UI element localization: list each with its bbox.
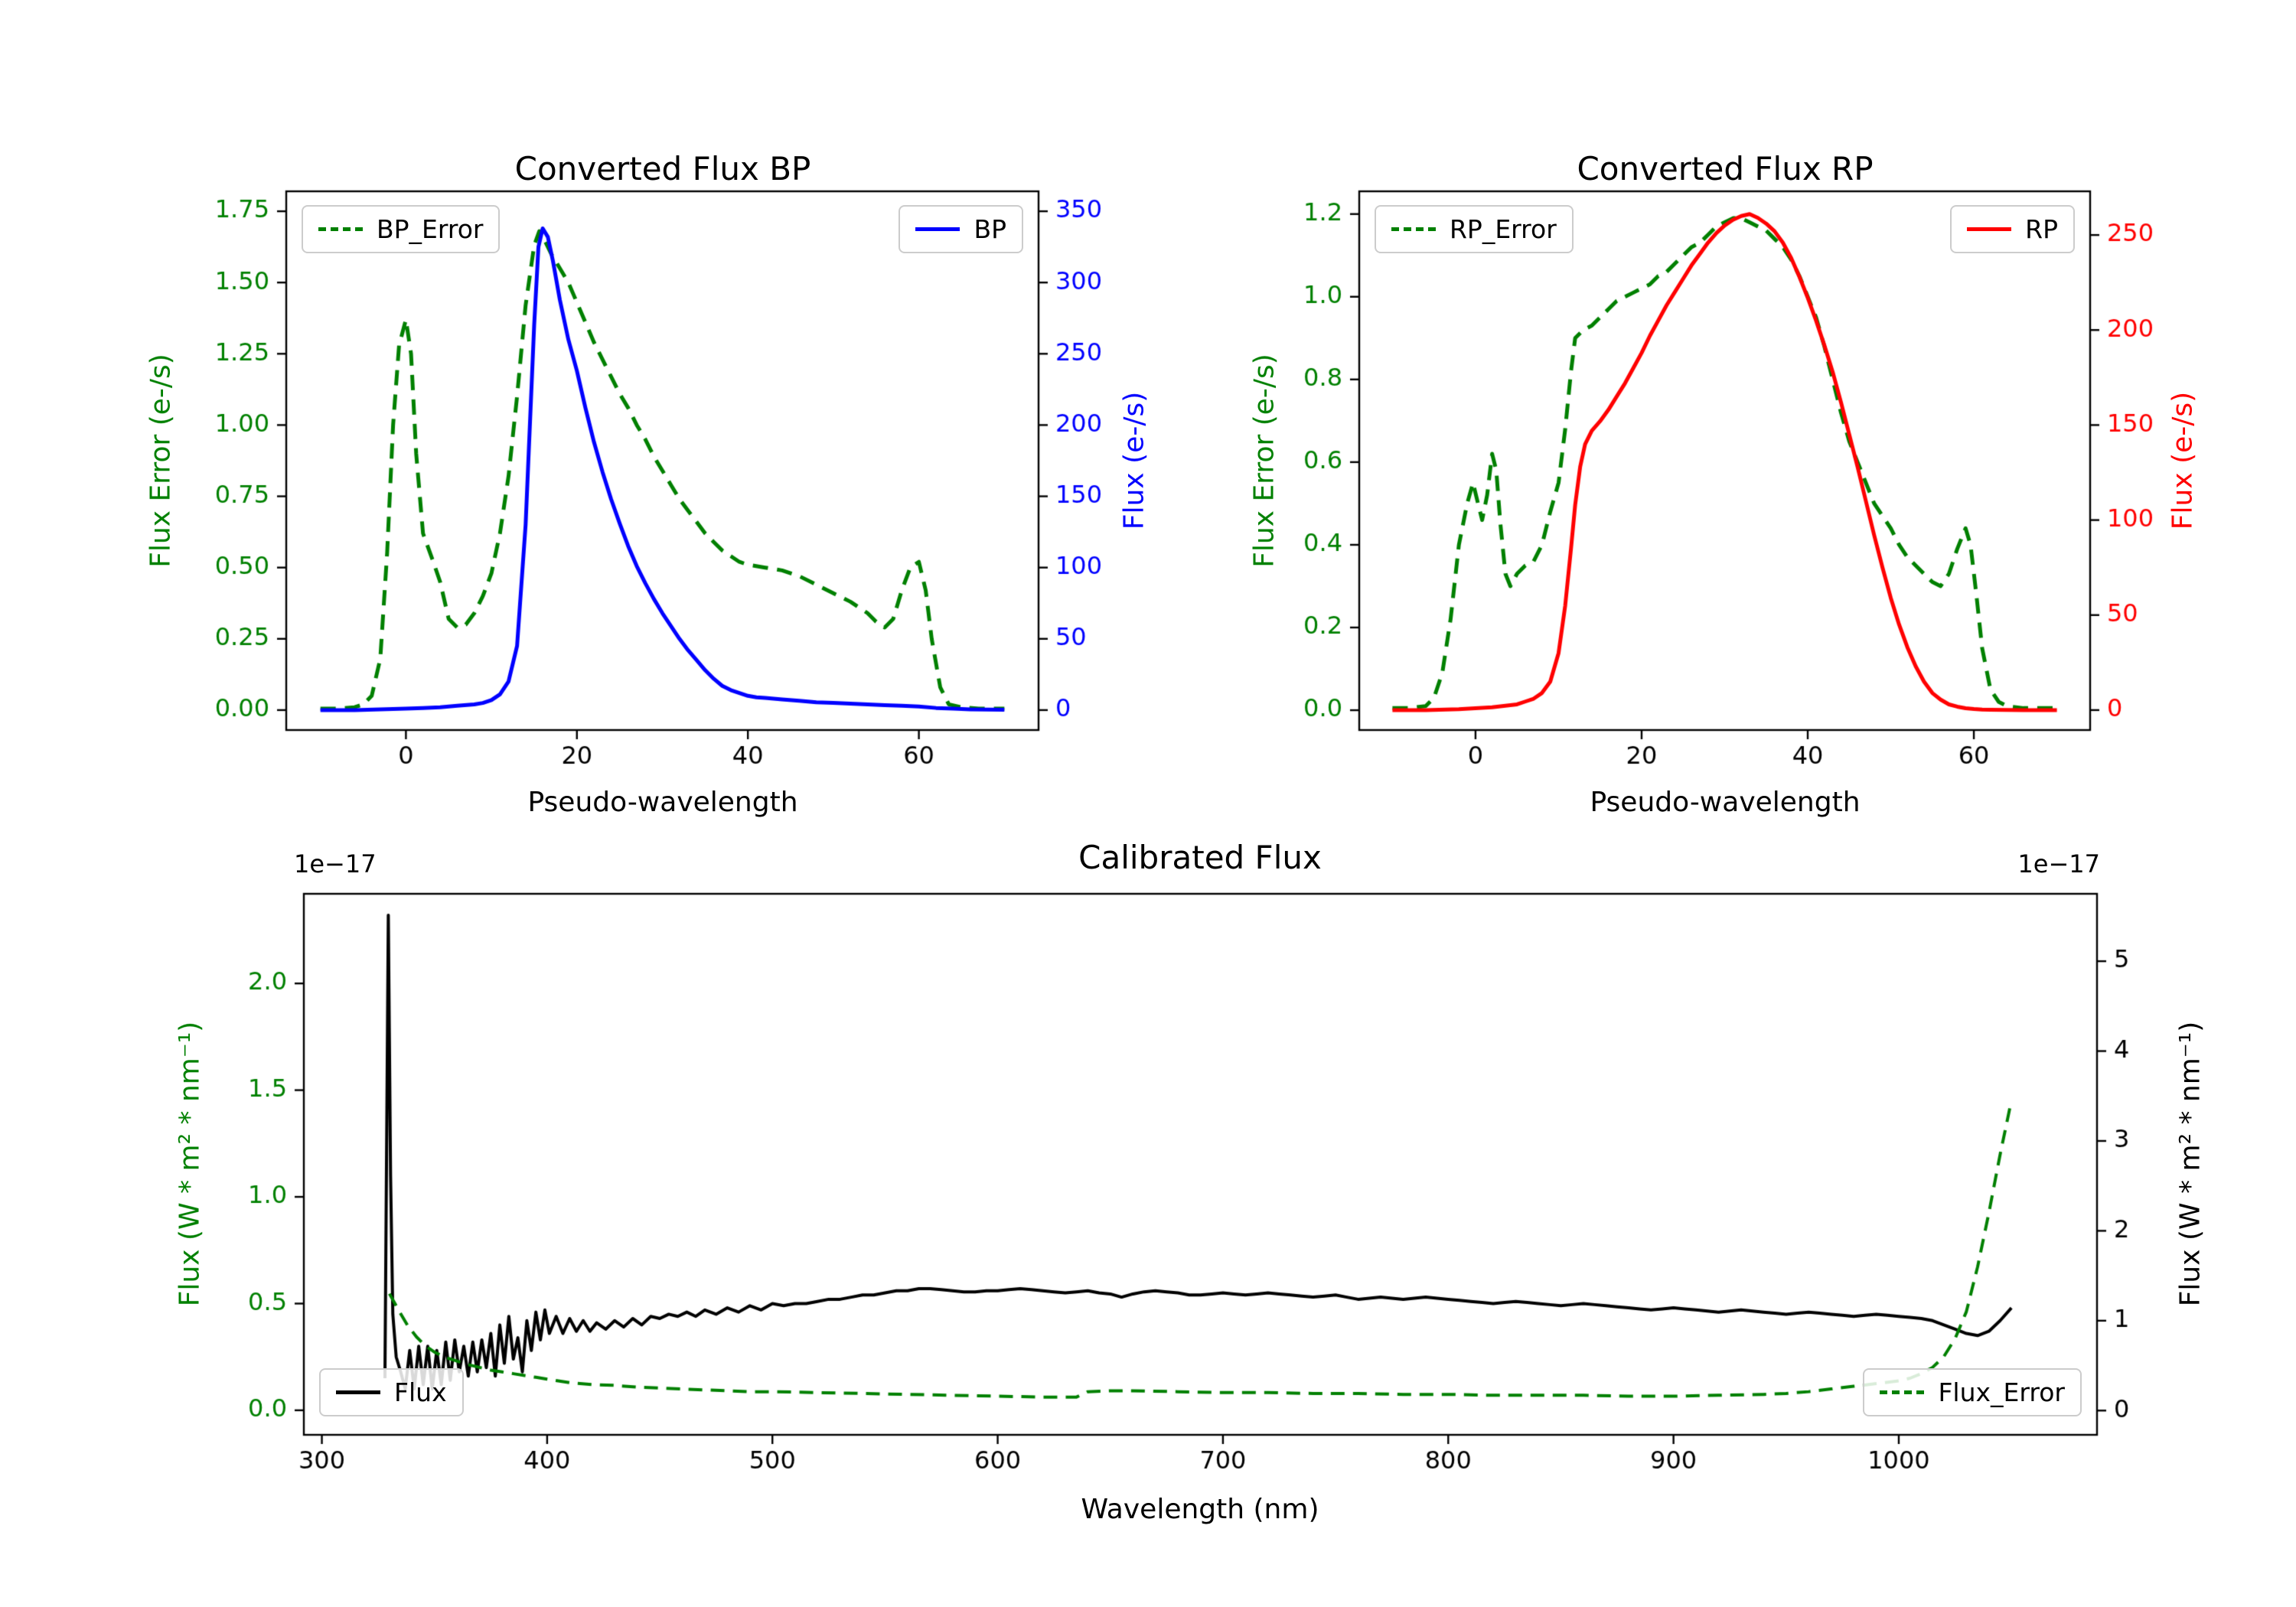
rp-xaxis-label: Pseudo-wavelength [1590, 787, 1861, 818]
legend-flux: Flux [319, 1368, 464, 1416]
bp-xaxis-label: Pseudo-wavelength [527, 787, 798, 818]
calibrated-xaxis-label: Wavelength (nm) [1081, 1494, 1319, 1525]
calibrated-right-yaxis-label: Flux (W * m² * nm⁻¹) [2174, 1021, 2206, 1307]
flux-error-line-sample [1880, 1390, 1925, 1394]
calibrated-chart-title: Calibrated Flux [1078, 839, 1322, 876]
legend-rp: RP [1950, 205, 2075, 253]
right-axis-offset-text: 1e−17 [2017, 849, 2100, 878]
rp-error-line-sample [1391, 227, 1436, 231]
flux-line-sample [336, 1390, 380, 1394]
bp-error-line-sample [318, 227, 363, 231]
legend-flux-error: Flux_Error [1863, 1368, 2082, 1416]
legend-label: RP_Error [1450, 214, 1557, 244]
bp-left-yaxis-label: Flux Error (e-/s) [145, 354, 177, 568]
legend-rp-error: RP_Error [1375, 205, 1574, 253]
legend-label: Flux [394, 1377, 447, 1407]
legend-bp: BP [899, 205, 1023, 253]
legend-bp-error: BP_Error [302, 205, 501, 253]
left-axis-offset-text: 1e−17 [294, 849, 377, 878]
calibrated-left-yaxis-label: Flux (W * m² * nm⁻¹) [174, 1021, 206, 1307]
legend-label: BP [974, 214, 1006, 244]
bp-chart-title: Converted Flux BP [514, 150, 811, 187]
legend-label: BP_Error [377, 214, 484, 244]
legend-label: RP [2025, 214, 2058, 244]
rp-line-sample [1967, 227, 2012, 231]
bp-right-yaxis-label: Flux (e-/s) [1118, 391, 1150, 530]
rp-left-yaxis-label: Flux Error (e-/s) [1248, 354, 1280, 568]
legend-label: Flux_Error [1938, 1377, 2065, 1407]
bp-line-sample [915, 227, 960, 231]
rp-right-yaxis-label: Flux (e-/s) [2167, 391, 2199, 530]
rp-chart-title: Converted Flux RP [1577, 150, 1874, 187]
